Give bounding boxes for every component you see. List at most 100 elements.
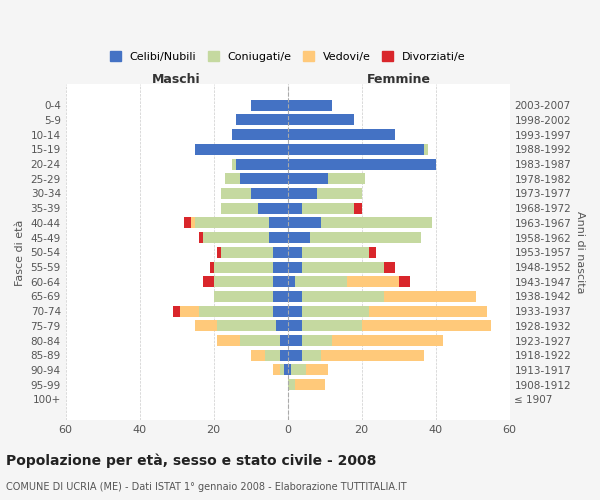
Bar: [295, 276, 347, 287]
Bar: [287, 364, 291, 376]
Bar: [217, 247, 221, 258]
Bar: [221, 202, 258, 213]
Bar: [287, 232, 310, 243]
Bar: [302, 335, 332, 346]
Bar: [258, 202, 287, 213]
Bar: [302, 247, 369, 258]
Bar: [302, 350, 321, 361]
Text: COMUNE DI UCRIA (ME) - Dati ISTAT 1° gennaio 2008 - Elaborazione TUTTITALIA.IT: COMUNE DI UCRIA (ME) - Dati ISTAT 1° gen…: [6, 482, 407, 492]
Bar: [273, 276, 287, 287]
Bar: [302, 306, 369, 316]
Bar: [287, 188, 317, 199]
Bar: [236, 114, 287, 126]
Bar: [277, 320, 287, 332]
Bar: [280, 364, 284, 376]
Bar: [287, 291, 302, 302]
Bar: [269, 218, 287, 228]
Bar: [321, 218, 432, 228]
Bar: [273, 364, 280, 376]
Bar: [287, 174, 328, 184]
Bar: [273, 247, 287, 258]
Y-axis label: Anni di nascita: Anni di nascita: [575, 211, 585, 294]
Bar: [214, 291, 273, 302]
Bar: [287, 218, 321, 228]
Bar: [232, 129, 287, 140]
Bar: [302, 291, 384, 302]
Bar: [302, 202, 354, 213]
Bar: [287, 379, 295, 390]
Bar: [251, 350, 265, 361]
Bar: [354, 202, 362, 213]
Bar: [284, 364, 287, 376]
Bar: [199, 306, 273, 316]
Legend: Celibi/Nubili, Coniugati/e, Vedovi/e, Divorziati/e: Celibi/Nubili, Coniugati/e, Vedovi/e, Di…: [106, 46, 470, 66]
Bar: [332, 335, 443, 346]
Bar: [369, 306, 487, 316]
Bar: [384, 262, 395, 272]
Bar: [221, 188, 251, 199]
Bar: [273, 262, 287, 272]
Bar: [287, 158, 436, 170]
Bar: [265, 350, 280, 361]
Bar: [181, 306, 199, 316]
Bar: [287, 100, 332, 111]
Bar: [199, 232, 203, 243]
Bar: [302, 320, 362, 332]
Bar: [287, 129, 395, 140]
Bar: [269, 232, 287, 243]
Bar: [210, 262, 214, 272]
Bar: [398, 276, 410, 287]
Bar: [273, 306, 287, 316]
Bar: [173, 306, 181, 316]
Bar: [195, 320, 217, 332]
Bar: [291, 364, 306, 376]
Bar: [251, 100, 287, 111]
Bar: [217, 335, 239, 346]
Text: Popolazione per età, sesso e stato civile - 2008: Popolazione per età, sesso e stato civil…: [6, 454, 376, 468]
Bar: [317, 188, 362, 199]
Bar: [287, 350, 302, 361]
Bar: [203, 232, 269, 243]
Bar: [273, 291, 287, 302]
Bar: [239, 335, 280, 346]
Bar: [239, 174, 287, 184]
Bar: [287, 262, 302, 272]
Bar: [280, 350, 287, 361]
Bar: [203, 276, 214, 287]
Bar: [287, 247, 302, 258]
Bar: [321, 350, 424, 361]
Bar: [362, 320, 491, 332]
Bar: [251, 188, 287, 199]
Bar: [287, 202, 302, 213]
Bar: [214, 262, 273, 272]
Bar: [287, 114, 354, 126]
Bar: [225, 174, 239, 184]
Bar: [384, 291, 476, 302]
Bar: [328, 174, 365, 184]
Bar: [195, 144, 287, 155]
Bar: [287, 320, 302, 332]
Bar: [221, 247, 273, 258]
Text: Maschi: Maschi: [152, 73, 201, 86]
Bar: [310, 232, 421, 243]
Bar: [347, 276, 398, 287]
Bar: [306, 364, 328, 376]
Bar: [295, 379, 325, 390]
Y-axis label: Fasce di età: Fasce di età: [15, 219, 25, 286]
Bar: [424, 144, 428, 155]
Bar: [287, 335, 302, 346]
Bar: [369, 247, 376, 258]
Bar: [191, 218, 195, 228]
Bar: [214, 276, 273, 287]
Bar: [280, 335, 287, 346]
Bar: [287, 306, 302, 316]
Bar: [287, 276, 295, 287]
Text: Femmine: Femmine: [367, 73, 431, 86]
Bar: [184, 218, 191, 228]
Bar: [217, 320, 277, 332]
Bar: [232, 158, 236, 170]
Bar: [236, 158, 287, 170]
Bar: [302, 262, 384, 272]
Bar: [195, 218, 269, 228]
Bar: [287, 144, 424, 155]
